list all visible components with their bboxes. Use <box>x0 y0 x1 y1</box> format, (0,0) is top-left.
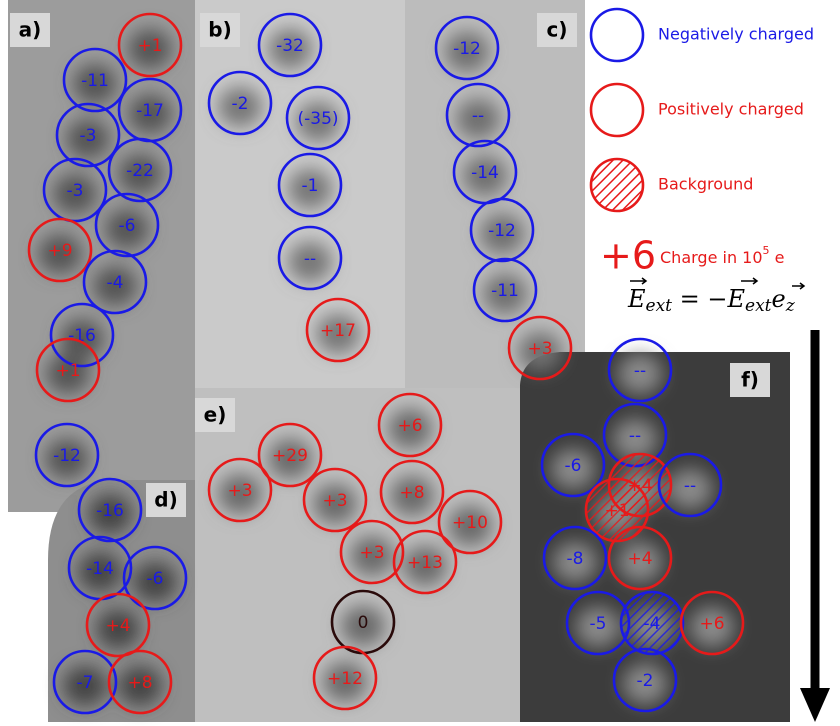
charge-label: -22 <box>126 161 154 181</box>
charge-label: -16 <box>96 501 124 521</box>
legend-label: Positively charged <box>658 100 804 119</box>
charge-label: -14 <box>86 559 114 579</box>
charge-label: -- <box>634 361 646 381</box>
charge-label: +3 <box>227 481 252 501</box>
charge-label: +1 <box>137 36 162 56</box>
charge-label: +10 <box>452 513 488 533</box>
charge-label: -12 <box>453 39 481 59</box>
charge-text: Charge in 105 e <box>660 244 784 267</box>
charge-label: +3 <box>359 543 384 563</box>
figure: +1 -11 -17 -3 -22 -3 -6 +9 -4 -16 +1 -12 a) -32 -2 (-35… <box>0 0 840 726</box>
charge-label: -6 <box>147 569 164 589</box>
charge-label: +9 <box>47 241 72 261</box>
charge-label: +3 <box>527 339 552 359</box>
legend-circle <box>591 84 643 136</box>
eq-vec-sub: z <box>785 296 796 316</box>
charge-label: -1 <box>302 176 319 196</box>
charge-label: -11 <box>81 71 109 91</box>
charge-label: -- <box>472 106 484 126</box>
panel-label: a) <box>19 18 42 42</box>
charge-label: -6 <box>119 216 136 236</box>
charge-label: -5 <box>590 614 607 634</box>
eq-rhs-sub: ext <box>745 296 772 316</box>
charge-label: +4 <box>105 616 130 636</box>
charge-label: -- <box>684 476 696 496</box>
charge-label: -3 <box>80 126 97 146</box>
panel-label: b) <box>208 18 231 42</box>
charge-label: +29 <box>272 446 308 466</box>
charge-label: -- <box>304 249 316 269</box>
charge-exp: 5 <box>763 244 770 257</box>
charge-label: -32 <box>276 36 304 56</box>
charge-label: -14 <box>471 163 499 183</box>
charge-label: +13 <box>407 553 443 573</box>
eq-rhs: E <box>727 285 746 313</box>
equation: Eext = −Eextez <box>627 285 796 316</box>
charge-label: -12 <box>488 221 516 241</box>
charge-label: +1 <box>55 361 80 381</box>
charge-label: -4 <box>107 273 124 293</box>
charge-label: (-35) <box>297 109 338 129</box>
charge-label: -6 <box>565 456 582 476</box>
eq-mid: = − <box>672 285 727 313</box>
legend-label: Negatively charged <box>658 25 814 44</box>
legend-circle <box>591 9 643 61</box>
charge-label: -11 <box>491 281 519 301</box>
charge-unit: e <box>770 248 785 267</box>
eq-lhs: E <box>627 285 646 313</box>
panel-label: d) <box>154 488 177 512</box>
charge-text-main: Charge in 10 <box>660 248 763 267</box>
panel-label: f) <box>741 368 759 392</box>
charge-label: +6 <box>397 416 422 436</box>
charge-label: +12 <box>327 669 363 689</box>
charge-label: -12 <box>53 446 81 466</box>
legend-label: Background <box>658 175 753 194</box>
charge-label: 0 <box>358 613 369 633</box>
charge-label: +8 <box>399 483 424 503</box>
field-arrow-head <box>800 688 830 722</box>
panel-label: e) <box>204 403 227 427</box>
charge-label: -2 <box>232 94 249 114</box>
charge-label: +4 <box>627 549 652 569</box>
charge-label: +6 <box>699 614 724 634</box>
charge-label: +8 <box>127 673 152 693</box>
panel-label: c) <box>547 18 568 42</box>
eq-lhs-sub: ext <box>646 296 673 316</box>
charge-example: +6 <box>600 234 656 278</box>
charge-label: -4 <box>644 614 661 634</box>
charge-label: -3 <box>67 181 84 201</box>
charge-label: +17 <box>320 321 356 341</box>
charge-label: -7 <box>77 673 94 693</box>
charge-label: +3 <box>322 491 347 511</box>
charge-label: -17 <box>136 101 164 121</box>
charge-label: +1 <box>604 501 629 521</box>
charge-label: -2 <box>637 671 654 691</box>
eq-vec: e <box>772 285 786 313</box>
charge-label: -- <box>629 426 641 446</box>
charge-label: -8 <box>567 549 584 569</box>
